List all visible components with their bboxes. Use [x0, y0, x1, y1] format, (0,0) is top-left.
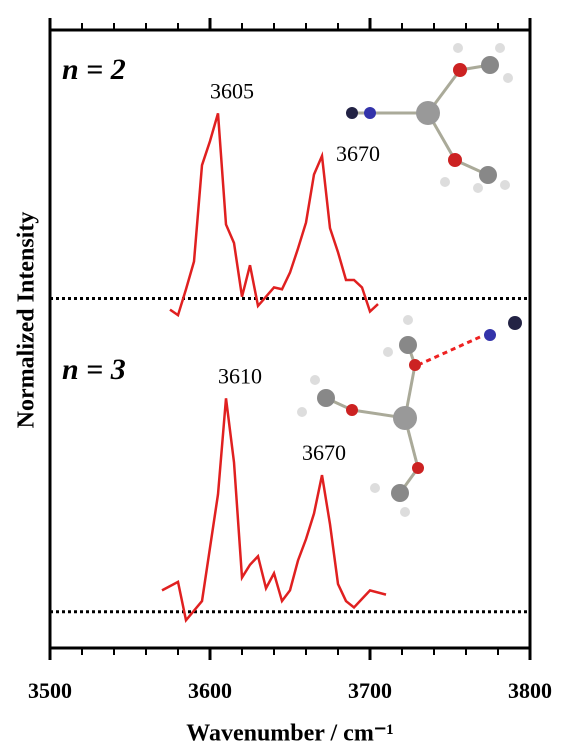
x-tick-label: 3700	[348, 678, 392, 703]
peak-label: 3610	[218, 363, 262, 388]
peak-label: 3670	[336, 141, 380, 166]
peak-label: 3670	[302, 440, 346, 465]
spectrum-line	[169, 112, 379, 318]
x-tick-label: 3800	[508, 678, 552, 703]
spectrum-line	[161, 398, 387, 624]
x-tick-label: 3600	[188, 678, 232, 703]
plot-frame	[48, 28, 532, 650]
molecule-n3	[297, 315, 522, 517]
x-axis-label: Wavenumber / cm⁻¹	[186, 721, 393, 747]
molecule-n2	[346, 43, 513, 193]
panel-label: n = 3	[62, 353, 126, 386]
peak-label: 3605	[210, 78, 254, 103]
panel-label: n = 2	[62, 53, 126, 86]
y-axis-label: Normalized Intensity	[14, 212, 40, 429]
x-tick-label: 3500	[28, 678, 72, 703]
